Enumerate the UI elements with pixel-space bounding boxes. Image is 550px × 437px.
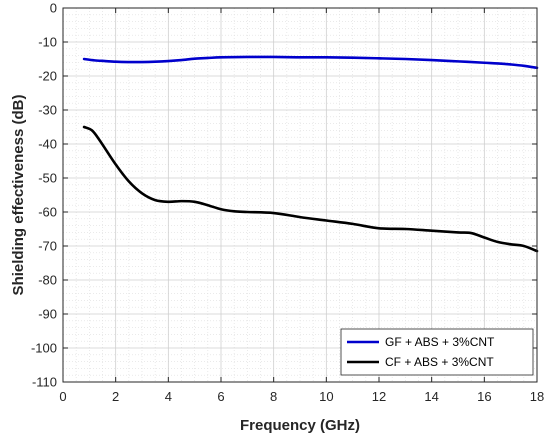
x-tick-label: 8 [270,389,277,404]
series-line-2 [82,125,539,253]
x-axis-title: Frequency (GHz) [240,417,360,434]
y-tick-label: -40 [38,137,57,152]
minor-grid [63,8,537,382]
y-tick-label: -80 [38,273,57,288]
x-tick-label: 6 [217,389,224,404]
series-line-1 [82,55,539,70]
legend-box [340,328,534,376]
x-tick-label: 18 [530,389,544,404]
y-tick-label: 0 [50,1,57,16]
y-tick-label: -60 [38,205,57,220]
x-axis-ticks: 0 2 4 6 8 10 12 14 16 18 [59,8,544,404]
x-tick-label: 14 [424,389,438,404]
x-tick-label: 2 [112,389,119,404]
x-tick-label: 10 [319,389,333,404]
legend: GF + ABS + 3%CNT CF + ABS + 3%CNT [340,328,534,376]
legend-label-1: GF + ABS + 3%CNT [385,335,495,349]
x-tick-label: 12 [372,389,386,404]
y-axis-title: Shielding effectiveness (dB) [10,95,27,296]
x-tick-label: 16 [477,389,491,404]
y-tick-label: -90 [38,307,57,322]
y-tick-label: -110 [32,375,57,390]
x-tick-label: 0 [59,389,66,404]
legend-label-2: CF + ABS + 3%CNT [385,355,494,369]
y-tick-label: -50 [38,171,57,186]
y-tick-label: -20 [38,69,57,84]
y-tick-label: -30 [38,103,57,118]
plot-frame [62,7,538,383]
x-tick-label: 4 [165,389,172,404]
series-layer [82,55,539,253]
y-tick-label: -10 [38,35,57,50]
y-tick-label: -100 [31,341,57,356]
y-tick-label: -70 [38,239,57,254]
y-axis-ticks: 0 -10 -20 -30 -40 -50 -60 -70 -80 -90 -100 -110 [31,1,537,390]
